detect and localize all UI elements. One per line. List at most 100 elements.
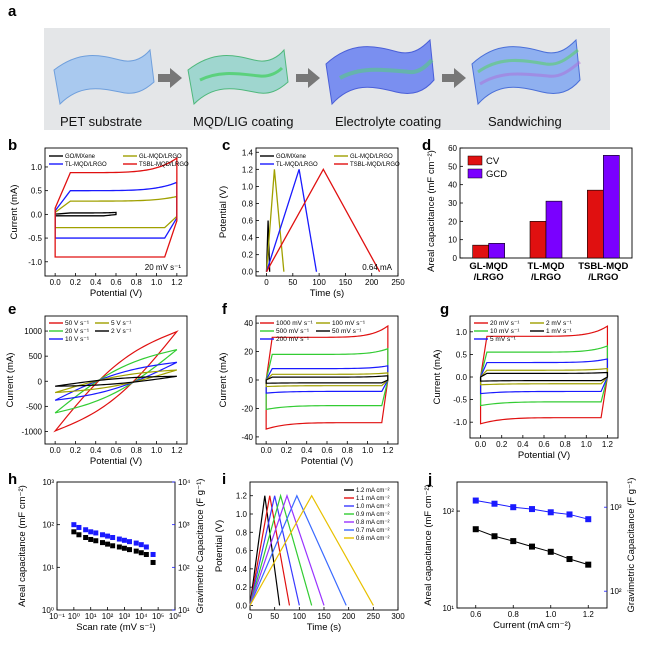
y2-tick-label: 10⁴: [178, 478, 191, 487]
x-tick-label: 1.0: [581, 440, 593, 449]
areal-point: [121, 545, 127, 551]
areal-point: [116, 544, 122, 550]
x-tick-label: 1.2: [602, 440, 614, 449]
panel-g: g 0.0 0.2 0.4 0.6 0.8 1.0 1.2 -1.0 -0.5 0.0 0.5 1.0 P…: [432, 301, 619, 461]
step-label-sandwich: Sandwiching: [488, 114, 562, 129]
x-tick-label: 0.6: [321, 446, 333, 455]
x-tick-label: 10³: [119, 612, 131, 621]
areal-point: [529, 543, 535, 550]
y-tick-label: 0.0: [31, 210, 43, 219]
legend-entry: 500 mV s⁻¹: [276, 328, 310, 335]
x-tick-label: 200: [342, 612, 356, 621]
x-tick-label: 200: [365, 278, 379, 287]
legend-swatch: [467, 155, 483, 166]
gcd-curve: [249, 493, 313, 606]
y-tick-label: 1.0: [242, 182, 254, 191]
panel-label: g: [440, 301, 449, 318]
cv-curve: [265, 347, 389, 411]
y-axis-label: Potential (V): [218, 186, 229, 238]
current-annotation: 0.64 mA: [362, 263, 392, 272]
y-tick-label: 0.0: [236, 601, 248, 610]
y-tick-label: 20: [448, 217, 457, 226]
y-axis-label: Areal capacitance (mF cm⁻²): [426, 150, 437, 272]
category-label: TL-MQD: [528, 261, 565, 272]
legend-entry: 5 mV s⁻¹: [490, 336, 517, 343]
arrow-icon: [158, 68, 182, 88]
areal-point: [472, 526, 479, 533]
y-tick-label: 0: [453, 254, 458, 263]
arrow-icon: [442, 68, 466, 88]
areal-point: [133, 548, 139, 554]
x-tick-label: 0.2: [70, 446, 82, 455]
x-axis-label: Potential (V): [518, 450, 570, 461]
y2-axis-label: Gravimetric Capacitance (F g⁻¹): [626, 478, 637, 613]
category-label: /LRGO: [531, 272, 561, 283]
gravimetric-point: [547, 509, 554, 516]
gravimetric-point: [150, 551, 156, 557]
gcd-curve: [249, 495, 300, 606]
y-tick-label: 0.8: [242, 199, 254, 208]
y-tick-label: 1.4: [242, 148, 254, 157]
y-tick-label: 1.0: [456, 328, 468, 337]
y-tick-label: 500: [29, 352, 43, 361]
y-tick-label: 0.0: [456, 373, 468, 382]
x-tick-label: 10⁵: [152, 612, 164, 621]
x-tick-label: 300: [391, 612, 405, 621]
cv-curve: [479, 345, 609, 407]
legend-entry: 1.1 mA cm⁻²: [356, 496, 390, 502]
y-tick-label: 0: [38, 377, 43, 386]
areal-point: [491, 533, 498, 540]
gravimetric-point: [105, 533, 111, 539]
y-tick-label: 0.5: [456, 350, 468, 359]
cv-curve: [479, 367, 609, 386]
bar-gcd: [603, 155, 620, 259]
pet-substrate-sheet: [53, 48, 155, 106]
panel-label: a: [8, 3, 17, 20]
x-tick-label: 0.6: [110, 446, 122, 455]
gravimetric-point: [491, 500, 498, 507]
areal-point: [566, 556, 573, 563]
bar-cv: [587, 189, 604, 259]
gcd-curve: [265, 167, 381, 273]
bar-cv: [529, 221, 547, 259]
step-label-electrolyte: Electrolyte coating: [335, 114, 441, 129]
y2-tick-label: 10¹: [178, 606, 190, 615]
gcd-curve: [249, 494, 347, 606]
y2-tick-label: 10²: [610, 587, 622, 596]
x-tick-label: 0.4: [517, 440, 529, 449]
y-axis-label: Current (mA): [432, 350, 443, 405]
gravimetric-point: [143, 544, 149, 550]
panel-d: d 0 10 20 30 40 50 60 Areal capacitance (mF cm⁻²…: [422, 137, 633, 283]
x-tick-label: 0.0: [475, 440, 487, 449]
areal-point: [83, 535, 89, 541]
legend-entry: GO/MXene: [65, 154, 96, 160]
x-tick-label: 0.2: [496, 440, 508, 449]
panel-label: j: [427, 471, 432, 488]
y-tick-label: -500: [26, 402, 43, 411]
legend-entry: 20 V s⁻¹: [65, 328, 90, 335]
x-axis-label: Scan rate (mV s⁻¹): [76, 622, 155, 633]
x-axis-label: Potential (V): [90, 288, 142, 299]
y-tick-label: 0.2: [236, 583, 248, 592]
panel-c: c 0 50 100 150 200 250 0.0 0.2 0.4 0.6 0.8 1.0 1.2 1.4…: [218, 137, 405, 299]
legend-entry: GL-MQD/LRGO: [350, 154, 393, 160]
x-tick-label: 0.8: [131, 278, 143, 287]
legend-entry: GCD: [486, 169, 507, 180]
x-tick-label: 1.2: [171, 446, 183, 455]
y-tick-label: -40: [241, 433, 253, 442]
y-tick-label: -0.5: [453, 396, 467, 405]
panel-h: h10⁻¹ 10⁰ 10¹ 10² 10³ 10⁴ 10⁵ 10⁶10⁰10¹10²10³Sc…: [8, 471, 206, 633]
legend-entry: 20 mV s⁻¹: [490, 320, 520, 327]
x-tick-label: 0.2: [70, 278, 82, 287]
legend-entry: 1.0 mA cm⁻²: [356, 504, 390, 510]
panel-label: f: [222, 301, 228, 318]
y-axis-label: Current (mA): [9, 185, 20, 240]
plot-frame: [255, 147, 399, 277]
x-tick-label: 10²: [102, 612, 114, 621]
y2-tick-label: 10³: [610, 503, 622, 512]
y-tick-label: 0: [249, 376, 254, 385]
y2-tick-label: 10²: [178, 563, 190, 572]
gcd-curve: [249, 495, 291, 606]
gravimetric-point: [127, 539, 133, 545]
